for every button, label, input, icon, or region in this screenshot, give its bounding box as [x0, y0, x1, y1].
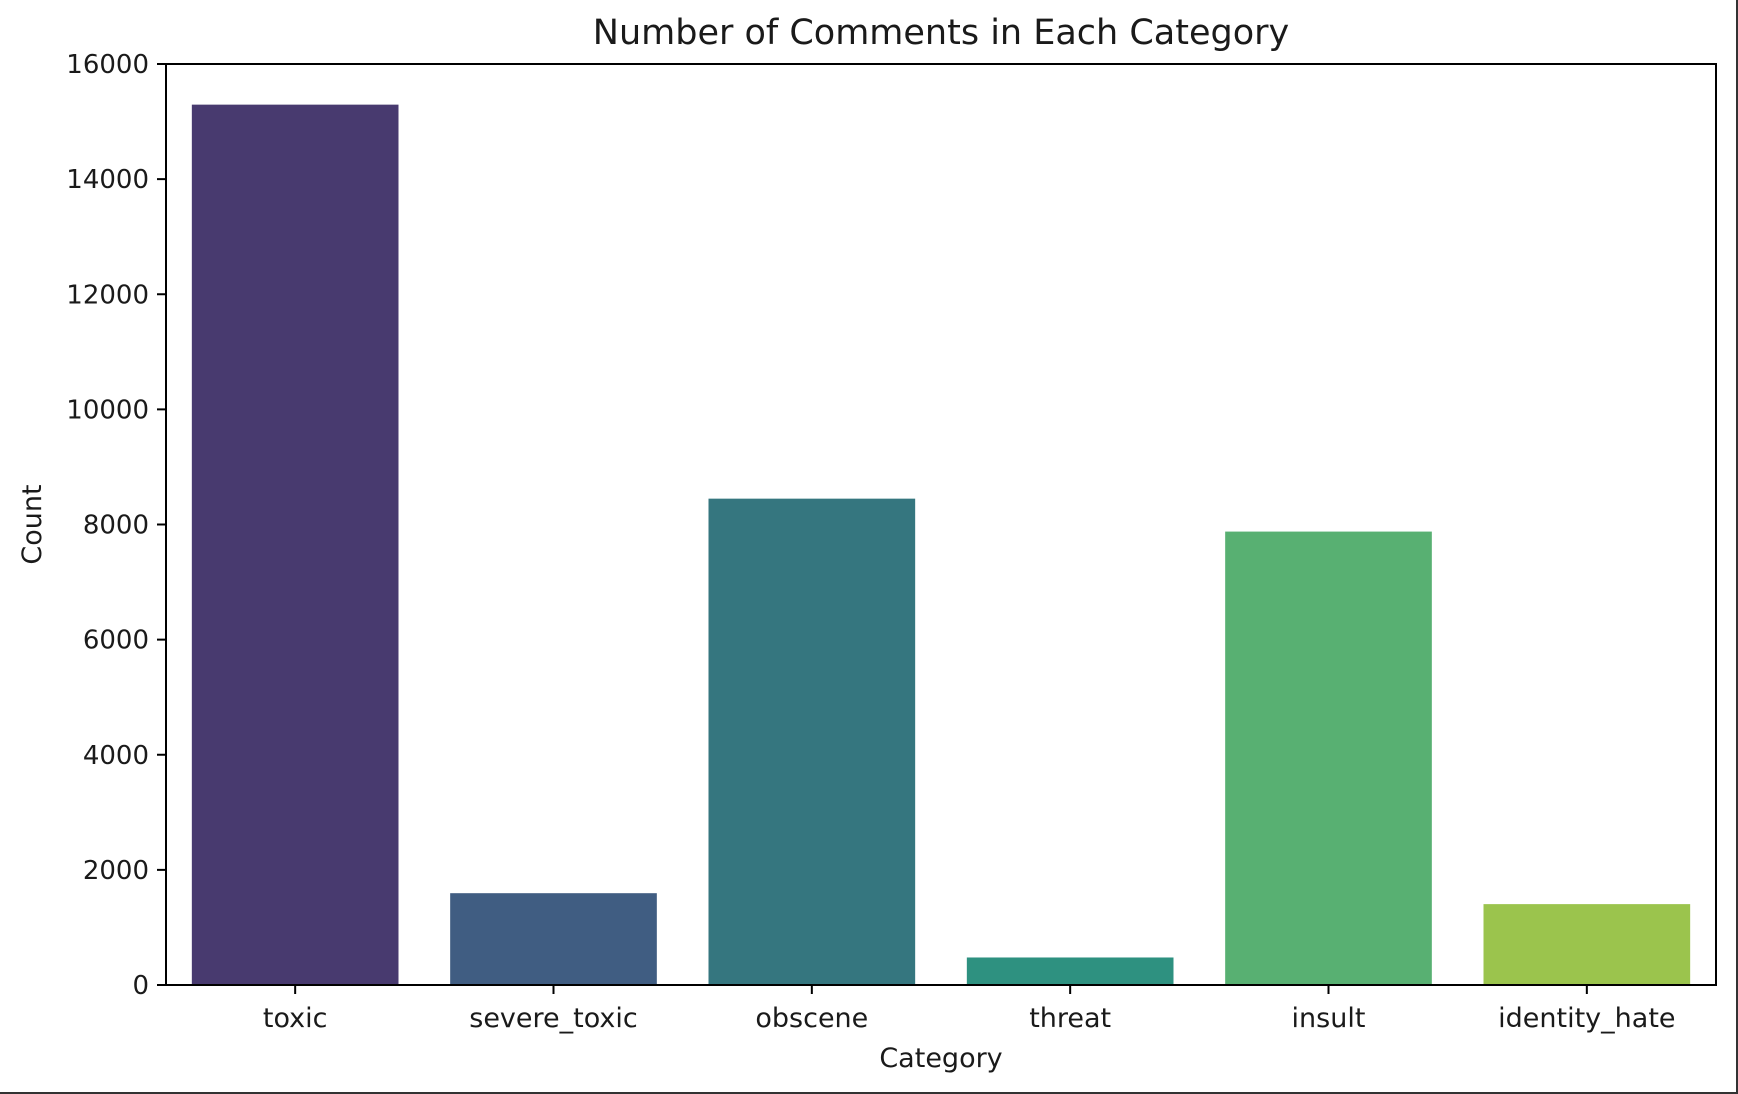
chart-title: Number of Comments in Each Category: [593, 13, 1289, 53]
x-tick-label: obscene: [755, 1003, 868, 1034]
y-tick-label: 14000: [66, 165, 149, 195]
x-axis-title: Category: [879, 1043, 1002, 1074]
x-tick-label: insult: [1292, 1003, 1366, 1034]
bars-group: [191, 104, 1691, 986]
y-tick-label: 4000: [83, 741, 149, 771]
bar-toxic: [191, 104, 399, 986]
y-tick-label: 0: [132, 971, 149, 1001]
x-tick-label: threat: [1029, 1003, 1111, 1034]
y-tick-label: 10000: [66, 395, 149, 425]
bar-threat: [966, 957, 1174, 985]
y-tick-label: 2000: [83, 856, 149, 886]
y-axis: 0 2000 4000 6000 8000 10000 12000 14000 16000: [66, 50, 166, 1001]
bar-insult: [1225, 531, 1432, 985]
bar-identity-hate: [1483, 904, 1691, 985]
x-tick-label: toxic: [263, 1003, 328, 1034]
x-axis: toxic severe_toxic obscene threat insult iden…: [263, 985, 1676, 1034]
bar-obscene: [708, 498, 916, 985]
x-tick-label: identity_hate: [1498, 1003, 1675, 1034]
y-tick-label: 8000: [83, 511, 149, 541]
y-tick-label: 6000: [83, 626, 149, 656]
bar-severe-toxic: [450, 893, 657, 985]
x-tick-label: severe_toxic: [469, 1003, 638, 1034]
plot-frame: [165, 63, 1717, 986]
y-tick-label: 16000: [66, 50, 149, 80]
y-tick-label: 12000: [66, 280, 149, 310]
y-axis-title: Count: [17, 484, 48, 564]
